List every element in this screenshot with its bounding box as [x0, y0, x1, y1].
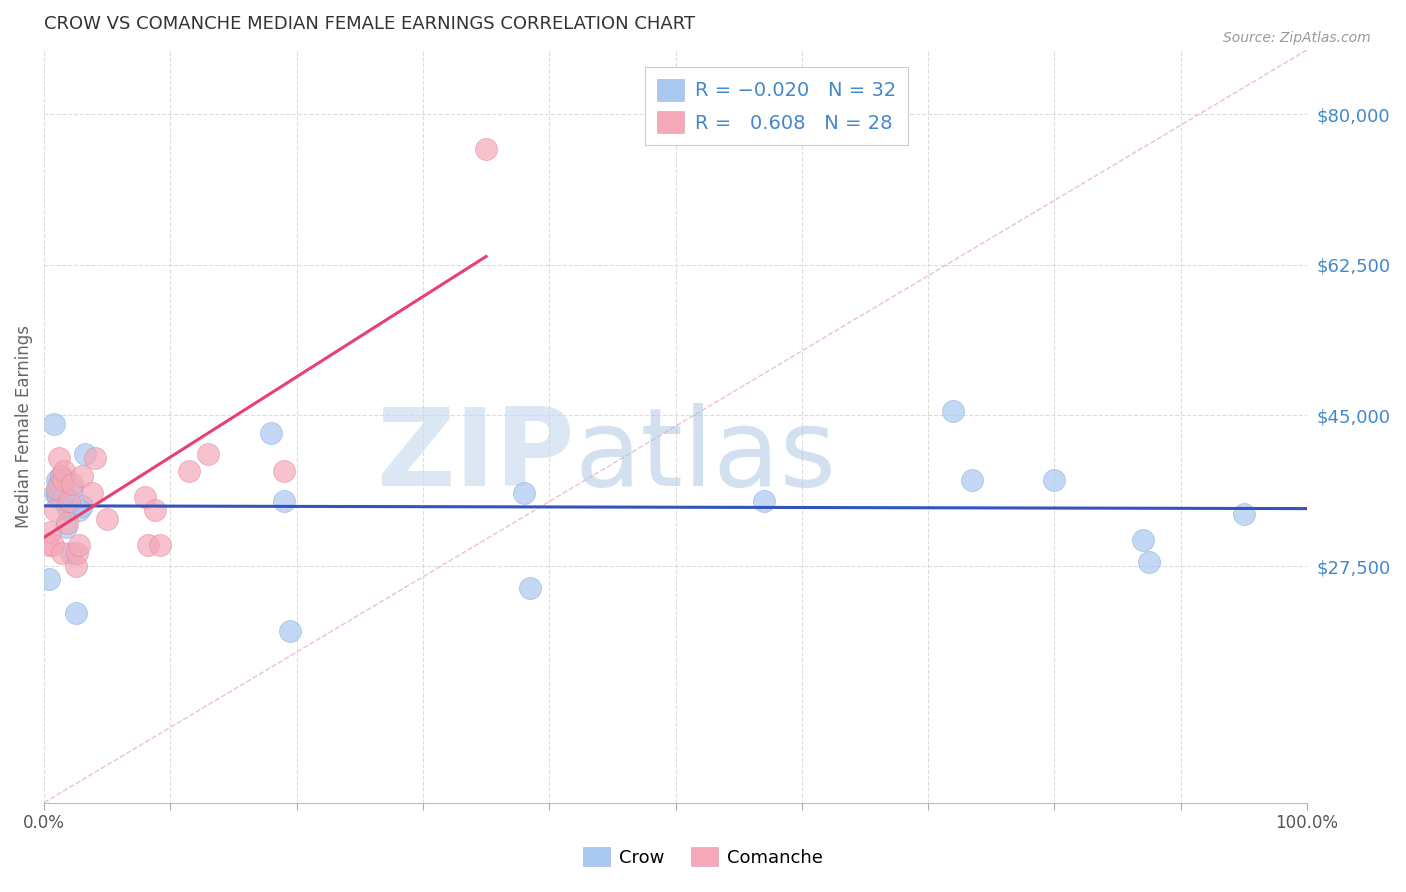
Point — [65, 559, 87, 574]
Point — [83, 451, 105, 466]
Point — [149, 537, 172, 551]
Point — [49, 468, 72, 483]
Point — [48, 451, 70, 466]
Point — [59, 546, 82, 560]
Point — [60, 477, 83, 491]
Point — [519, 581, 541, 595]
Point — [52, 473, 75, 487]
Point — [260, 425, 283, 440]
Point — [179, 464, 201, 478]
Point — [1137, 555, 1160, 569]
Point — [49, 468, 72, 483]
Point — [45, 473, 67, 487]
Point — [42, 537, 65, 551]
Point — [51, 482, 73, 496]
Point — [60, 482, 83, 496]
Point — [53, 464, 76, 478]
Point — [752, 494, 775, 508]
Point — [37, 537, 59, 551]
Point — [280, 624, 302, 638]
Point — [82, 486, 104, 500]
Point — [48, 477, 70, 491]
Point — [136, 537, 159, 551]
Point — [70, 468, 93, 483]
Point — [942, 404, 965, 418]
Point — [58, 494, 80, 508]
Point — [513, 486, 536, 500]
Point — [1132, 533, 1154, 548]
Point — [56, 499, 79, 513]
Point — [44, 486, 66, 500]
Point — [1043, 473, 1066, 487]
Legend: Crow, Comanche: Crow, Comanche — [575, 840, 831, 874]
Text: CROW VS COMANCHE MEDIAN FEMALE EARNINGS CORRELATION CHART: CROW VS COMANCHE MEDIAN FEMALE EARNINGS … — [44, 15, 695, 33]
Point — [70, 499, 93, 513]
Point — [45, 482, 67, 496]
Point — [475, 142, 498, 156]
Text: Source: ZipAtlas.com: Source: ZipAtlas.com — [1223, 31, 1371, 45]
Point — [1233, 508, 1256, 522]
Point — [65, 607, 87, 621]
Point — [66, 546, 89, 560]
Point — [58, 503, 80, 517]
Point — [45, 486, 67, 500]
Point — [46, 490, 69, 504]
Point — [69, 503, 91, 517]
Point — [52, 490, 75, 504]
Point — [56, 516, 79, 530]
Point — [38, 572, 60, 586]
Point — [51, 546, 73, 560]
Point — [197, 447, 219, 461]
Text: atlas: atlas — [575, 403, 837, 509]
Point — [69, 537, 91, 551]
Text: ZIP: ZIP — [375, 403, 575, 509]
Point — [55, 520, 77, 534]
Point — [39, 524, 62, 539]
Point — [73, 447, 96, 461]
Point — [96, 511, 118, 525]
Point — [134, 490, 156, 504]
Point — [44, 503, 66, 517]
Point — [44, 417, 66, 431]
Y-axis label: Median Female Earnings: Median Female Earnings — [15, 325, 32, 528]
Point — [143, 503, 166, 517]
Point — [962, 473, 984, 487]
Point — [273, 464, 295, 478]
Point — [273, 494, 295, 508]
Point — [53, 486, 76, 500]
Legend: R = −0.020   N = 32, R =   0.608   N = 28: R = −0.020 N = 32, R = 0.608 N = 28 — [645, 67, 908, 145]
